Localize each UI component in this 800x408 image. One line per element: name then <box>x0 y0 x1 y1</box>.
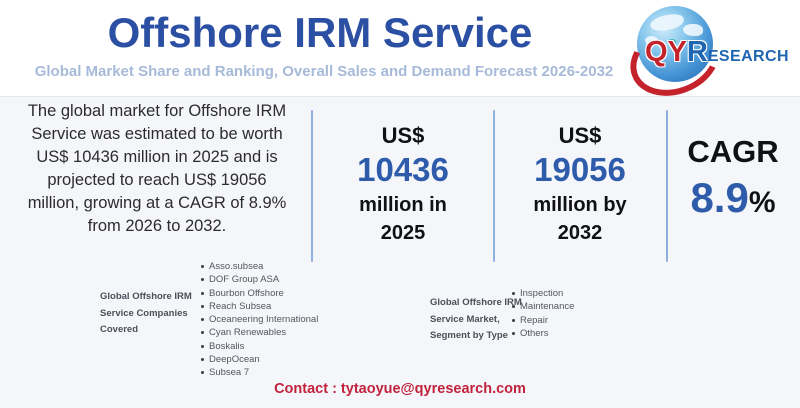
logo-r-text: R <box>686 36 708 68</box>
stat-cagr: CAGR 8.9% <box>668 133 798 231</box>
list-item: Others <box>511 327 574 340</box>
stat-currency-prefix: US$ <box>558 123 602 148</box>
companies-covered-label: Global Offshore IRM Service Companies Co… <box>100 291 192 335</box>
stat-value: 19056 <box>534 151 626 188</box>
cagr-value: 8.9% <box>668 175 798 231</box>
continent-shape <box>683 24 703 36</box>
logo-qy-text: QY <box>645 36 687 68</box>
cagr-number: 8.9 <box>690 174 749 221</box>
segment-by-type-label: Global Offshore IRM Service Market, Segm… <box>430 297 522 341</box>
globe-icon <box>637 6 713 82</box>
list-item: DeepOcean <box>200 353 318 366</box>
list-item: Boskalis <box>200 340 318 353</box>
vertical-divider <box>493 110 495 262</box>
page-title: Offshore IRM Service <box>107 9 533 56</box>
list-item: Oceaneering International <box>200 313 318 326</box>
logo-esearch-text: ESEARCH <box>707 48 789 65</box>
list-item: Subsea 7 <box>200 366 318 379</box>
contact-email[interactable]: Contact : tytaoyue@qyresearch.com <box>274 381 526 397</box>
stat-market-size-2032: US$ 19056 million by 2032 <box>496 121 664 247</box>
list-item: Reach Subsea <box>200 300 318 313</box>
vertical-divider <box>311 110 313 262</box>
market-summary-paragraph: The global market for Offshore IRM Servi… <box>27 102 287 235</box>
companies-list: Asso.subsea DOF Group ASA Bourbon Offshore… <box>200 260 318 380</box>
segment-by-type-list: Inspection Maintenance Repair Others <box>511 287 574 340</box>
qyresearch-logo: QYRESEARCH <box>619 0 800 109</box>
list-item: Cyan Renewables <box>200 326 318 339</box>
logo-wordmark: QYRESEARCH <box>645 36 789 69</box>
vertical-divider <box>666 110 668 262</box>
list-item: DOF Group ASA <box>200 273 318 286</box>
stat-currency-prefix: US$ <box>381 123 425 148</box>
list-item: Asso.subsea <box>200 260 318 273</box>
stat-caption: million by 2032 <box>533 194 627 244</box>
list-item: Maintenance <box>511 300 574 313</box>
header: Offshore IRM Service Global Market Share… <box>0 0 800 109</box>
continent-shape <box>668 39 676 45</box>
cagr-label: CAGR <box>687 134 779 169</box>
list-item: Bourbon Offshore <box>200 287 318 300</box>
list-item: Repair <box>511 314 574 327</box>
list-item: Inspection <box>511 287 574 300</box>
stat-market-size-2025: US$ 10436 million in 2025 <box>314 121 492 247</box>
continent-shape <box>645 36 658 45</box>
page-subtitle: Global Market Share and Ranking, Overall… <box>34 63 614 80</box>
stat-value: 10436 <box>357 151 449 188</box>
cagr-percent-sign: % <box>748 186 776 219</box>
stat-caption: million in 2025 <box>359 194 447 244</box>
